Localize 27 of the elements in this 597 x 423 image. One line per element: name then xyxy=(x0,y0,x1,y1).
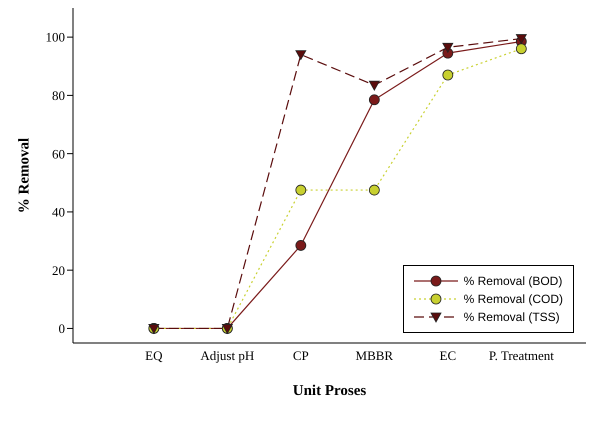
point xyxy=(442,42,454,53)
point xyxy=(516,43,527,54)
x-tick-label: Adjust pH xyxy=(200,348,254,364)
legend-label: % Removal (BOD) xyxy=(464,274,562,288)
y-tick-label: 40 xyxy=(52,204,65,220)
point xyxy=(368,94,380,106)
legend-label: % Removal (TSS) xyxy=(464,310,560,324)
point xyxy=(368,184,380,196)
x-tick-label: CP xyxy=(292,348,309,364)
point xyxy=(295,184,306,196)
point xyxy=(295,240,306,251)
point xyxy=(516,34,527,44)
x-tick-label: MBBR xyxy=(356,348,394,364)
x-axis-title: Unit Proses xyxy=(292,383,366,399)
point xyxy=(368,80,380,91)
y-tick-label: 20 xyxy=(52,262,65,278)
legend-label: % Removal (COD) xyxy=(464,292,563,306)
x-tick-label: EC xyxy=(440,348,456,364)
y-tick-label: 80 xyxy=(52,88,65,104)
point xyxy=(442,70,454,80)
y-tick-label: 100 xyxy=(46,30,65,45)
x-tick-label: P. Treatment xyxy=(488,348,554,364)
y-tick-label: 60 xyxy=(52,146,65,162)
y-axis-title: % Removal xyxy=(16,138,32,214)
y-tick-label: 0 xyxy=(58,321,65,336)
point xyxy=(295,50,306,60)
x-tick-label: EQ xyxy=(145,348,164,364)
